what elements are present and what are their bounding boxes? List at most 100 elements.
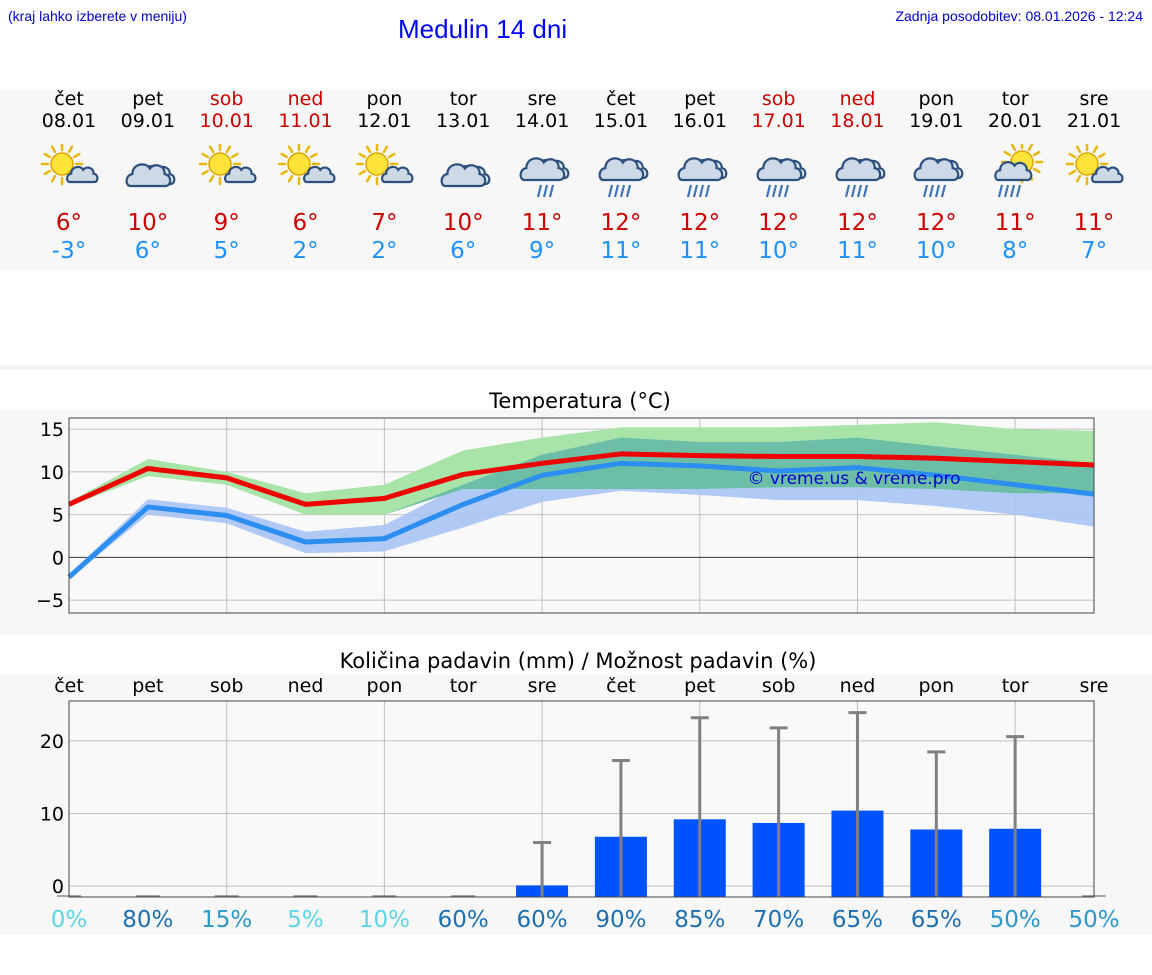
- day-date: 15.01: [593, 110, 649, 132]
- temp-max: 6°: [292, 210, 319, 236]
- forecast-days: čet 08.01 6° -3° pet 09.01 10° 6° sob 10.01 9° 5° ne…: [0, 0, 1152, 280]
- temp-min: 10°: [758, 238, 800, 264]
- x-tick-label: čet: [606, 675, 636, 697]
- temp-max: 12°: [758, 210, 800, 236]
- temp-max: 12°: [837, 210, 878, 236]
- weather-icon: [108, 144, 188, 202]
- weather-icon: [581, 144, 661, 202]
- y-tick-label: 0: [52, 876, 64, 898]
- weather-icon: [187, 142, 267, 202]
- precipitation-chart-title: Količina padavin (mm) / Možnost padavin …: [340, 649, 817, 673]
- temp-min: 7°: [1080, 238, 1108, 264]
- weather-icon: [660, 144, 740, 202]
- last-updated: Zadnja posodobitev: 08.01.2026 - 12:24: [895, 8, 1143, 24]
- x-tick-label: sre: [1080, 675, 1109, 697]
- precip-probability: 0%: [51, 907, 88, 933]
- day-name: ned: [839, 88, 876, 110]
- precip-probability: 15%: [201, 907, 252, 933]
- precip-probability: 60%: [438, 907, 489, 933]
- min-temp-line: [67, 460, 1095, 579]
- precip-probability: 10%: [359, 907, 410, 933]
- x-tick-label: pon: [918, 675, 954, 697]
- temp-min: 2°: [292, 238, 319, 264]
- weather-icon: [423, 144, 503, 202]
- forecast-day: sob 17.01 12° 10°: [739, 88, 819, 265]
- day-date: 08.01: [41, 110, 97, 132]
- forecast-day: čet 15.01 12° 11°: [581, 88, 661, 265]
- plot-frame: [68, 700, 1095, 898]
- location-hint: (kraj lahko izberete v meniju): [8, 8, 187, 24]
- temperature-chart-title: Temperatura (°C): [488, 389, 671, 413]
- temp-max: 11°: [1073, 210, 1115, 236]
- y-tick-label: 10: [40, 804, 64, 826]
- day-name: pon: [918, 88, 955, 110]
- forecast-day: čet 08.01 6° -3°: [29, 88, 109, 265]
- x-tick-label: sob: [762, 675, 796, 697]
- x-tick-label: tor: [450, 675, 477, 697]
- day-date: 16.01: [672, 110, 727, 132]
- temp-min: -3°: [51, 238, 87, 264]
- day-date: 13.01: [436, 110, 491, 132]
- temp-max: 11°: [994, 210, 1036, 236]
- temp-max: 12°: [600, 210, 642, 236]
- precip-probability: 80%: [122, 907, 173, 933]
- forecast-day: tor 20.01 11° 8°: [975, 88, 1055, 265]
- y-tick-label: −5: [36, 590, 64, 612]
- day-date: 21.01: [1066, 110, 1122, 132]
- weather-icon: [29, 142, 109, 202]
- x-tick-label: tor: [1002, 675, 1029, 697]
- temp-min: 10°: [915, 238, 957, 264]
- weather-icon: [818, 144, 898, 202]
- temp-min: 11°: [837, 238, 878, 264]
- precipitation-chart: Količina padavin (mm) / Možnost padavin …: [40, 649, 1120, 933]
- weather-icon: [896, 144, 976, 202]
- temp-min: 6°: [450, 238, 477, 264]
- x-tick-label: pon: [367, 675, 403, 697]
- day-date: 18.01: [830, 110, 885, 132]
- divider: [0, 365, 1152, 370]
- forecast-day: sre 21.01 11° 7°: [1054, 88, 1134, 265]
- weather-icon: [266, 142, 346, 202]
- forecast-panel: [0, 90, 1152, 270]
- day-date: 17.01: [751, 110, 806, 132]
- weather-icon: [1054, 142, 1134, 202]
- forecast-day: ned 11.01 6° 2°: [266, 88, 346, 265]
- temp-min: 2°: [371, 238, 398, 264]
- forecast-day: pet 09.01 10° 6°: [108, 88, 188, 265]
- x-tick-label: sre: [528, 675, 557, 697]
- day-name: sre: [1079, 88, 1109, 110]
- y-tick-label: 20: [40, 731, 64, 753]
- temp-min: 11°: [679, 238, 721, 264]
- temp-max: 12°: [915, 210, 957, 236]
- weather-icon: [502, 144, 582, 202]
- day-name: sob: [761, 88, 796, 110]
- plot-frame: [68, 417, 1095, 614]
- precip-probability: 65%: [832, 907, 883, 933]
- forecast-day: pet 16.01 12° 11°: [660, 88, 740, 265]
- day-name: pon: [366, 88, 403, 110]
- weather-icon: [344, 142, 424, 202]
- max-temp-line: [67, 451, 1095, 507]
- weather-icon: [739, 144, 819, 202]
- temp-max: 12°: [679, 210, 721, 236]
- temp-min: 6°: [134, 238, 161, 264]
- forecast-day: tor 13.01 10° 6°: [423, 88, 503, 265]
- precip-probability: 70%: [753, 907, 804, 933]
- page-title: Medulin 14 dni: [398, 14, 568, 44]
- watermark: © vreme.us & vreme.pro: [747, 469, 960, 489]
- x-tick-label: sob: [210, 675, 244, 697]
- x-tick-label: čet: [54, 675, 84, 697]
- precip-probability: 65%: [911, 907, 962, 933]
- forecast-day: sob 10.01 9° 5°: [187, 88, 267, 265]
- weather-icon: [975, 140, 1055, 202]
- day-date: 11.01: [278, 110, 333, 132]
- temp-min: 8°: [1002, 238, 1029, 264]
- day-name: pet: [684, 88, 716, 110]
- precip-probability: 50%: [1068, 907, 1119, 933]
- day-name: ned: [287, 88, 324, 110]
- precip-probability: 90%: [595, 907, 646, 933]
- y-tick-label: 5: [52, 505, 64, 527]
- temp-max: 11°: [521, 210, 563, 236]
- precip-probability: 50%: [990, 907, 1041, 933]
- temp-max: 10°: [442, 210, 484, 236]
